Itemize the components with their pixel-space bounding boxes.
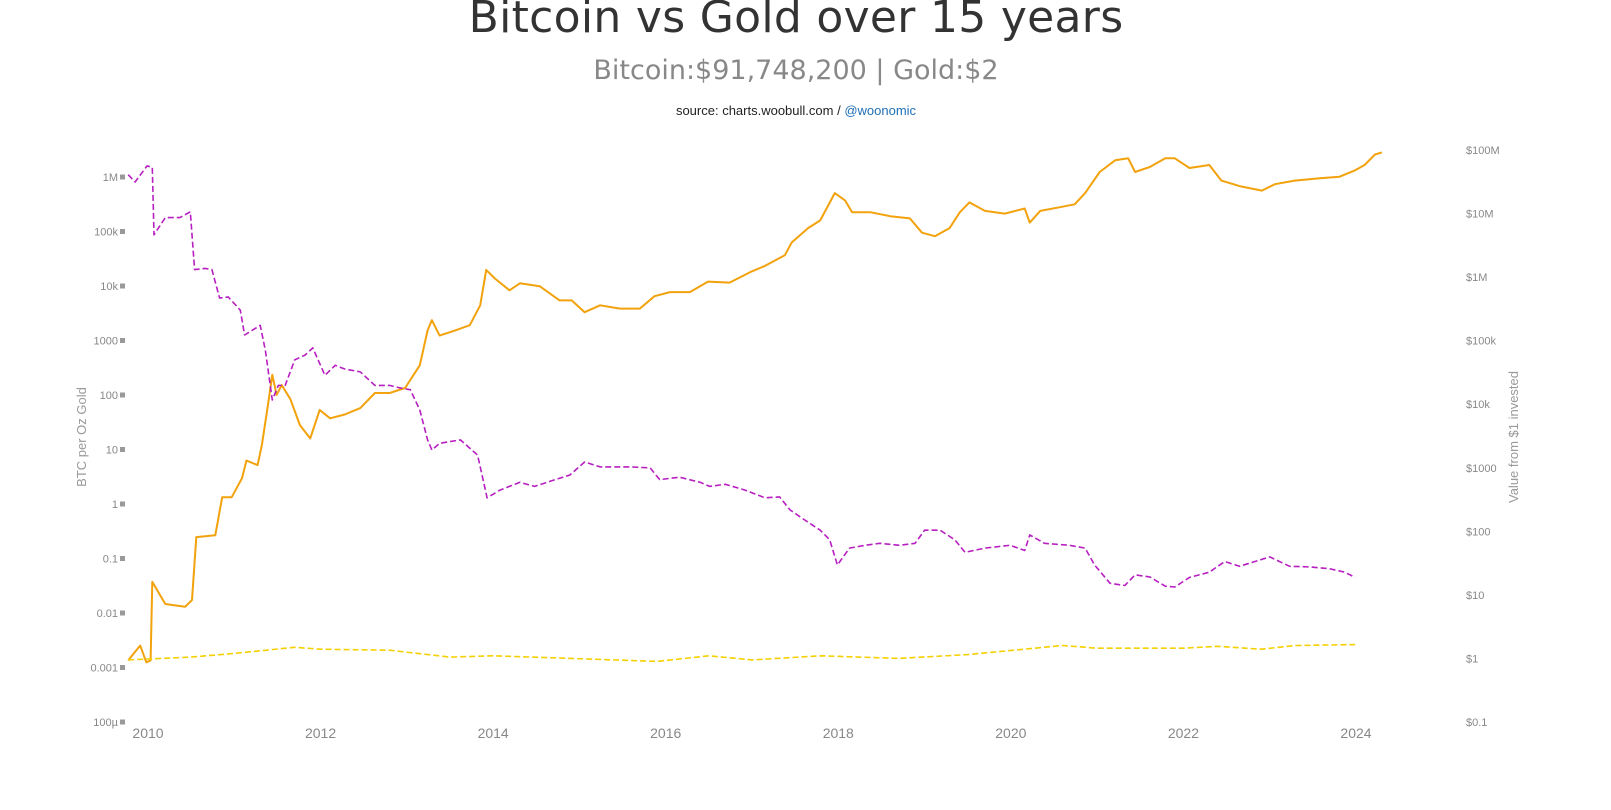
left-tick-mark — [120, 665, 125, 670]
series-line-bitcoin — [127, 151, 1383, 664]
left-tick-label: 10 — [106, 445, 118, 457]
left-tick-label: 0.001 — [90, 663, 118, 675]
left-tick-label: 1M — [103, 172, 118, 184]
right-axis: $0.1 $1 $10 $100 $1000 $10k $100k $1M $10M $100M — [1466, 145, 1500, 729]
left-axis: 100µ 0.001 0.01 0.1 1 10 100 1000 10k 100k 1M — [90, 172, 125, 729]
chart-subtitle: Bitcoin:$91,748,200 | Gold:$2 — [593, 55, 999, 86]
left-tick-label: 100µ — [93, 717, 118, 729]
right-tick-label: $0.1 — [1466, 717, 1487, 729]
right-tick-label: $1M — [1466, 272, 1487, 284]
right-tick-label: $10M — [1466, 209, 1494, 221]
left-tick-mark — [120, 338, 125, 343]
left-tick-mark — [120, 447, 125, 452]
x-tick-label: 2020 — [995, 725, 1026, 741]
left-tick-label: 0.01 — [97, 608, 118, 620]
series-line-gold — [128, 643, 1356, 663]
source-text: source: charts.woobull.com / — [675, 103, 845, 118]
right-tick-label: $100M — [1466, 145, 1500, 157]
x-tick-label: 2014 — [478, 725, 509, 741]
left-axis-label: BTC per Oz Gold — [74, 387, 89, 487]
right-tick-label: $1 — [1466, 653, 1478, 665]
x-tick-label: 2010 — [132, 725, 163, 741]
right-axis-label: Value from $1 invested — [1506, 371, 1521, 503]
x-axis: 2010 2012 2014 2016 2018 2020 2022 2024 — [132, 725, 1371, 741]
left-tick-mark — [120, 229, 125, 234]
left-tick-label: 1000 — [94, 336, 118, 348]
x-tick-label: 2012 — [305, 725, 336, 741]
left-tick-mark — [120, 610, 125, 616]
chart-title: Bitcoin vs Gold over 15 years — [468, 0, 1124, 43]
right-tick-label: $100k — [1466, 336, 1496, 348]
x-tick-label: 2024 — [1340, 725, 1371, 741]
left-tick-mark — [120, 556, 125, 561]
left-tick-label: 10k — [100, 281, 118, 293]
left-tick-mark — [120, 392, 125, 398]
left-tick-mark — [120, 174, 125, 180]
left-tick-mark — [120, 283, 125, 289]
series-line-btc-per-gold — [127, 165, 1356, 588]
x-tick-label: 2018 — [823, 725, 854, 741]
x-tick-label: 2022 — [1168, 725, 1199, 741]
left-tick-label: 100k — [94, 227, 118, 239]
left-tick-label: 100 — [100, 390, 118, 402]
right-tick-label: $10k — [1466, 399, 1490, 411]
x-tick-label: 2016 — [650, 725, 681, 741]
right-tick-label: $100 — [1466, 526, 1490, 538]
left-tick-label: 0.1 — [103, 554, 118, 566]
left-tick-mark — [120, 501, 125, 507]
source-link[interactable]: @woonomic — [844, 103, 917, 118]
left-tick-label: 1 — [112, 499, 118, 511]
series-lines — [127, 151, 1383, 664]
right-tick-label: $10 — [1466, 590, 1484, 602]
source-line: source: charts.woobull.com / @woonomic — [0, 103, 1592, 118]
right-tick-label: $1000 — [1466, 463, 1497, 475]
left-tick-mark — [120, 719, 125, 725]
